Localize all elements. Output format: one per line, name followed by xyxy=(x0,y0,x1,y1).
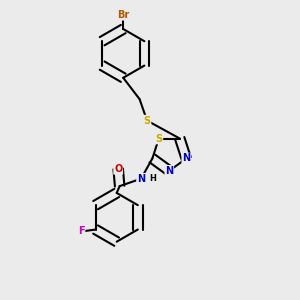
Text: H: H xyxy=(149,174,156,183)
Text: N: N xyxy=(182,154,190,164)
Text: S: S xyxy=(155,134,162,143)
Text: F: F xyxy=(78,226,85,236)
Text: Br: Br xyxy=(117,10,129,20)
Text: O: O xyxy=(114,164,122,174)
Text: S: S xyxy=(143,116,151,126)
Text: N: N xyxy=(137,174,145,184)
Text: N: N xyxy=(165,166,173,176)
